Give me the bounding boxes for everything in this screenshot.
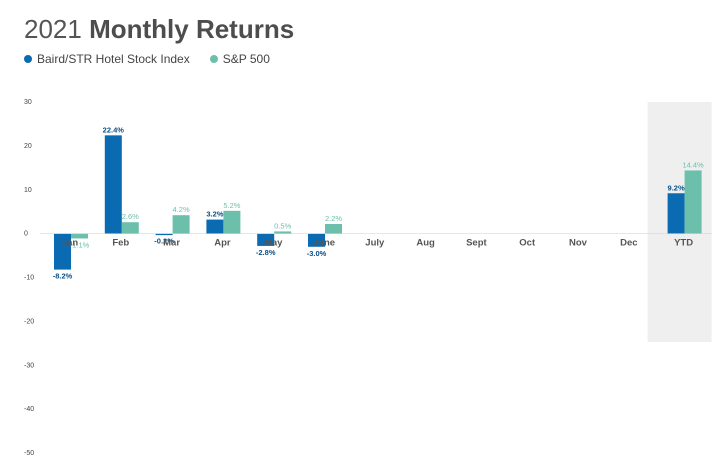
y-tick-label: -20 xyxy=(24,318,34,325)
category-label-jan: Jan xyxy=(62,238,79,249)
category-label-ytd: YTD xyxy=(674,238,693,249)
category-label-dec: Dec xyxy=(620,238,637,249)
category-label-sept: Sept xyxy=(466,238,487,249)
y-tick-label: 30 xyxy=(24,99,32,106)
legend-swatch-sp500 xyxy=(209,55,218,63)
bar-s-p-500-mar xyxy=(172,215,190,234)
data-label-s-p-500-jan: -1.1% xyxy=(70,240,90,249)
y-tick-label: -10 xyxy=(24,275,34,282)
category-label-mar: Mar xyxy=(163,238,180,249)
legend-swatch-index xyxy=(24,55,32,63)
data-label-baird-str-hotel-stock-index-feb: 22.4% xyxy=(103,125,125,134)
legend-label-index: Baird/STR Hotel Stock Index xyxy=(37,52,190,66)
category-label-feb: Feb xyxy=(112,238,129,249)
legend-label-sp500: S&P 500 xyxy=(222,52,270,66)
category-label-aug: Aug xyxy=(416,238,435,249)
category-label-june: June xyxy=(313,238,335,249)
legend: Baird/STR Hotel Stock Index S&P 500 xyxy=(24,52,270,66)
bar-baird-str-hotel-stock-index-mar xyxy=(155,233,173,236)
y-tick-label: -40 xyxy=(24,406,34,413)
bar-baird-str-hotel-stock-index-feb xyxy=(104,135,122,234)
category-label-july: July xyxy=(365,238,385,249)
category-label-may: May xyxy=(264,238,283,249)
bar-baird-str-hotel-stock-index-apr xyxy=(206,219,224,234)
data-label-s-p-500-june: 2.2% xyxy=(325,214,342,223)
category-label-oct: Oct xyxy=(519,238,536,249)
data-label-baird-str-hotel-stock-index-june: -3.0% xyxy=(307,249,327,258)
bar-baird-str-hotel-stock-index-ytd xyxy=(667,193,685,234)
data-label-baird-str-hotel-stock-index-apr: 3.2% xyxy=(206,210,223,219)
data-label-s-p-500-apr: 5.2% xyxy=(223,201,240,210)
data-label-s-p-500-feb: 2.6% xyxy=(122,212,139,221)
bar-s-p-500-jan xyxy=(71,233,88,239)
data-label-s-p-500-ytd: 14.4% xyxy=(682,160,704,169)
chart-title: 2021 Monthly Returns xyxy=(24,14,294,45)
legend-item-index: Baird/STR Hotel Stock Index xyxy=(24,52,190,66)
bar-s-p-500-may xyxy=(274,231,292,234)
title-main: Monthly Returns xyxy=(89,14,295,44)
data-label-baird-str-hotel-stock-index-jan: -8.2% xyxy=(53,272,73,281)
data-label-baird-str-hotel-stock-index-mar: -0.2% xyxy=(154,237,174,246)
y-tick-label: 10 xyxy=(24,187,32,194)
bar-s-p-500-feb xyxy=(121,222,139,234)
data-label-s-p-500-may: 0.5% xyxy=(274,221,291,230)
category-label-nov: Nov xyxy=(569,238,588,249)
legend-item-sp500: S&P 500 xyxy=(209,52,270,66)
data-label-baird-str-hotel-stock-index-ytd: 9.2% xyxy=(668,183,685,192)
bar-baird-str-hotel-stock-index-june xyxy=(308,233,325,247)
category-label-apr: Apr xyxy=(214,238,231,249)
y-tick-label: -30 xyxy=(24,362,34,369)
title-year: 2021 xyxy=(24,14,82,44)
y-tick-label: 0 xyxy=(24,231,28,238)
y-tick-label: -50 xyxy=(24,450,34,457)
bar-s-p-500-apr xyxy=(223,210,241,234)
bar-s-p-500-june xyxy=(325,223,342,234)
bar-baird-str-hotel-stock-index-jan xyxy=(54,233,71,270)
y-tick-label: 20 xyxy=(24,143,32,150)
bar-baird-str-hotel-stock-index-may xyxy=(257,233,275,246)
data-label-s-p-500-mar: 4.2% xyxy=(173,205,190,214)
bar-s-p-500-ytd xyxy=(684,170,702,234)
data-label-baird-str-hotel-stock-index-may: -2.8% xyxy=(256,248,276,257)
